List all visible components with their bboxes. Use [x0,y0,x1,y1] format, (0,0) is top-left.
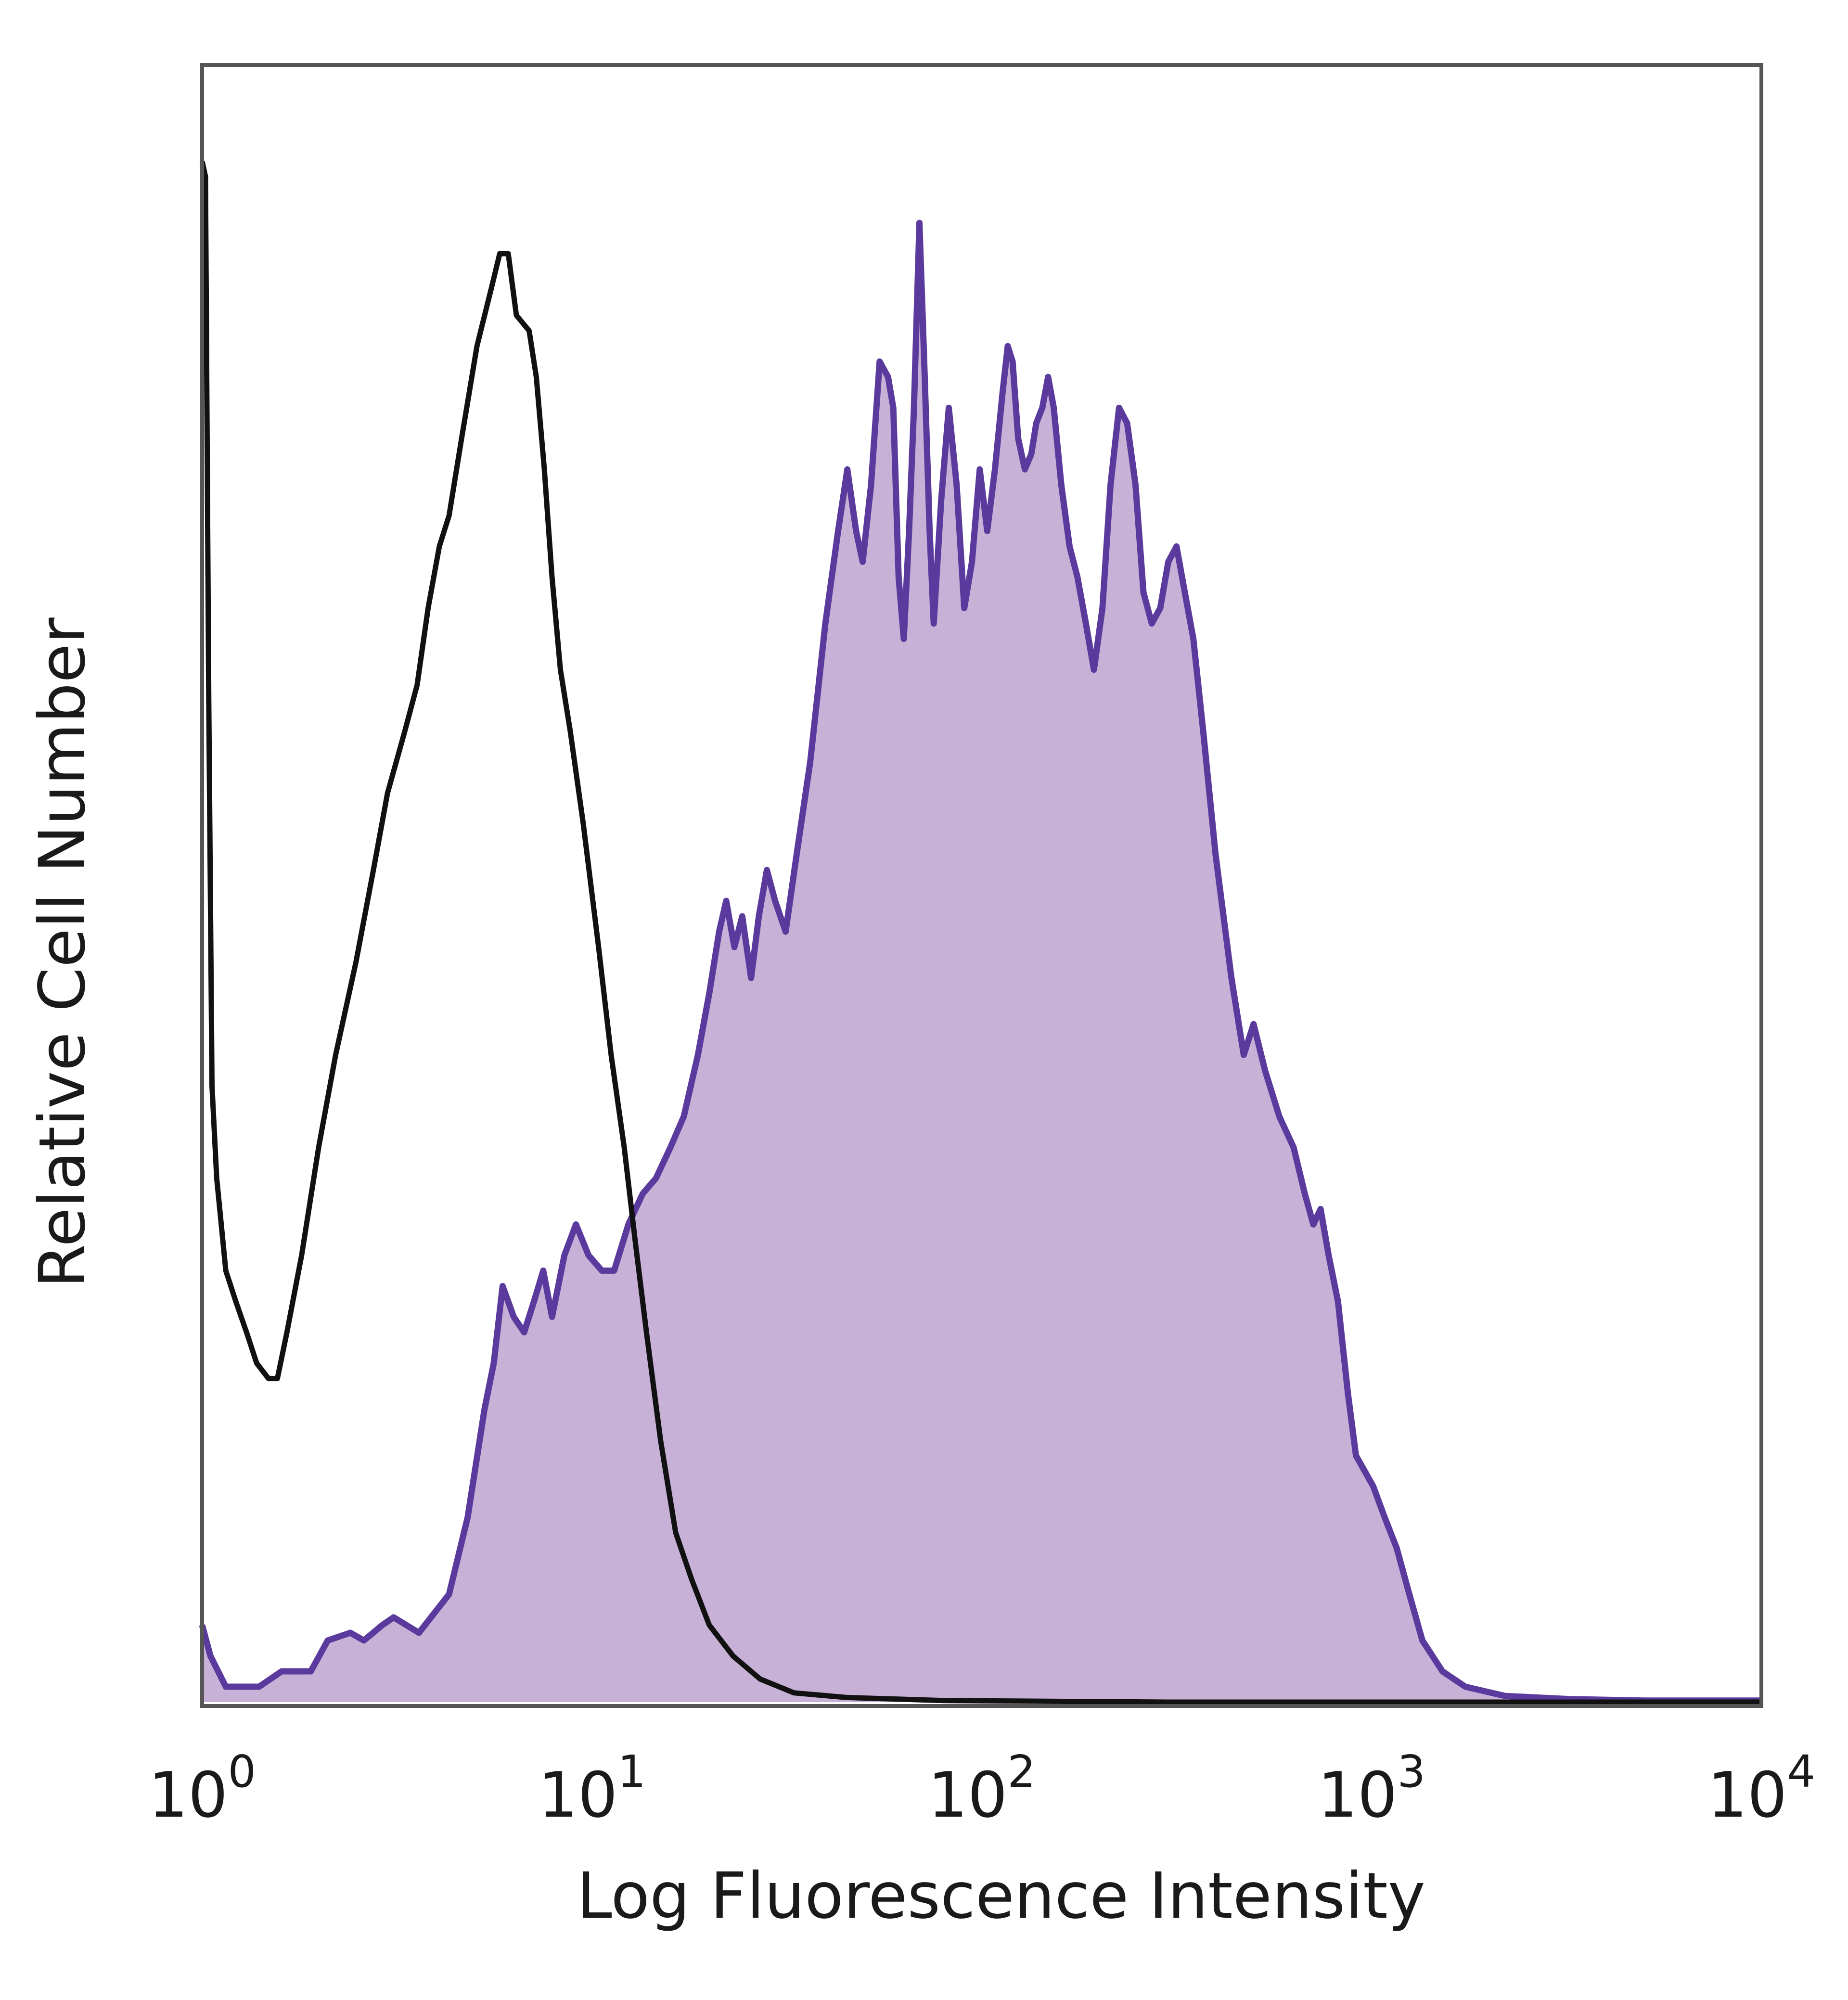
x-tick-exponent: 4 [1787,1746,1815,1797]
stained-histogram-outline [199,219,1761,1704]
plot-frame [200,63,1763,1708]
x-tick-base: 10 [148,1758,228,1832]
x-tick-label-4: 104 [1707,1746,1815,1832]
y-axis-label: Relative Cell Number [26,617,100,1288]
x-tick-exponent: 3 [1397,1746,1425,1797]
x-tick-label-1: 101 [538,1746,646,1832]
x-tick-label-0: 100 [148,1746,256,1832]
x-tick-base: 10 [1707,1758,1787,1832]
x-tick-label-3: 103 [1318,1746,1425,1832]
x-tick-exponent: 2 [1007,1746,1036,1797]
x-tick-base: 10 [928,1758,1007,1832]
series-layer [199,160,1761,1705]
x-tick-label-2: 102 [928,1746,1036,1832]
x-axis-label: Log Fluorescence Intensity [577,1859,1425,1933]
control-histogram-line [199,160,1761,1705]
x-tick-exponent: 1 [617,1746,646,1797]
x-tick-exponent: 0 [228,1746,256,1797]
x-tick-base: 10 [538,1758,617,1832]
x-tick-base: 10 [1318,1758,1397,1832]
x-tick-labels: 100 101 102 103 104 [148,1746,1815,1832]
stained-histogram-fill [202,223,1761,1702]
